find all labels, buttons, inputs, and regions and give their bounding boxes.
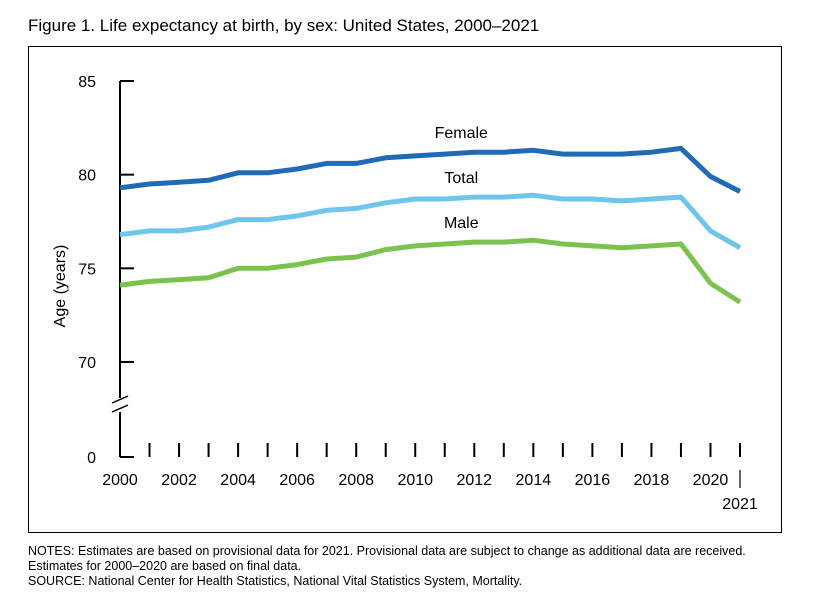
y-tick-label: 0 bbox=[87, 450, 96, 467]
x-tick-label: 2000 bbox=[102, 472, 138, 489]
axis-break-mark bbox=[111, 395, 129, 413]
x-tick-label: 2016 bbox=[575, 472, 611, 489]
series-labels: Female Total Male bbox=[435, 125, 488, 232]
series-line-total bbox=[119, 192, 742, 250]
y-tick-label: 80 bbox=[78, 168, 96, 185]
series-label-total: Total bbox=[444, 170, 478, 187]
note-line-1: NOTES: Estimates are based on provisiona… bbox=[28, 544, 746, 558]
x-tick-label: 2018 bbox=[634, 472, 670, 489]
x-tick-label: 2021 bbox=[722, 496, 758, 513]
figure-notes: NOTES: Estimates are based on provisiona… bbox=[28, 544, 746, 589]
x-tick-label: 2014 bbox=[516, 472, 552, 489]
x-tick-label: 2010 bbox=[397, 472, 433, 489]
note-line-2: Estimates for 2000–2020 are based on fin… bbox=[28, 559, 302, 573]
series-line-female bbox=[119, 145, 742, 194]
x-ticks: 2000 2002 2004 2006 2008 2010 2012 2014 2016 2018… bbox=[102, 443, 758, 513]
y-tick-label: 85 bbox=[78, 74, 96, 91]
axis-break-slash bbox=[111, 395, 129, 404]
x-tick-label: 2020 bbox=[693, 472, 729, 489]
source-line: SOURCE: National Center for Health Stati… bbox=[28, 574, 523, 588]
y-tick-label: 75 bbox=[78, 261, 96, 278]
y-tick-label: 70 bbox=[78, 355, 96, 372]
x-tick-label: 2002 bbox=[161, 472, 197, 489]
chart-frame bbox=[28, 46, 782, 533]
y-axis-title: Age (years) bbox=[52, 245, 69, 328]
series-label-female: Female bbox=[435, 125, 488, 142]
x-tick-label: 2008 bbox=[338, 472, 374, 489]
x-tick-label: 2012 bbox=[456, 472, 492, 489]
x-tick-label: 2006 bbox=[279, 472, 315, 489]
figure-title: Figure 1. Life expectancy at birth, by s… bbox=[28, 16, 540, 35]
series-label-male: Male bbox=[444, 215, 479, 232]
axis-break-slash bbox=[111, 404, 129, 413]
series-line-male bbox=[119, 237, 742, 305]
y-ticks: 85 80 75 70 0 bbox=[78, 74, 134, 467]
x-tick-label: 2004 bbox=[220, 472, 256, 489]
series-lines bbox=[119, 145, 742, 305]
